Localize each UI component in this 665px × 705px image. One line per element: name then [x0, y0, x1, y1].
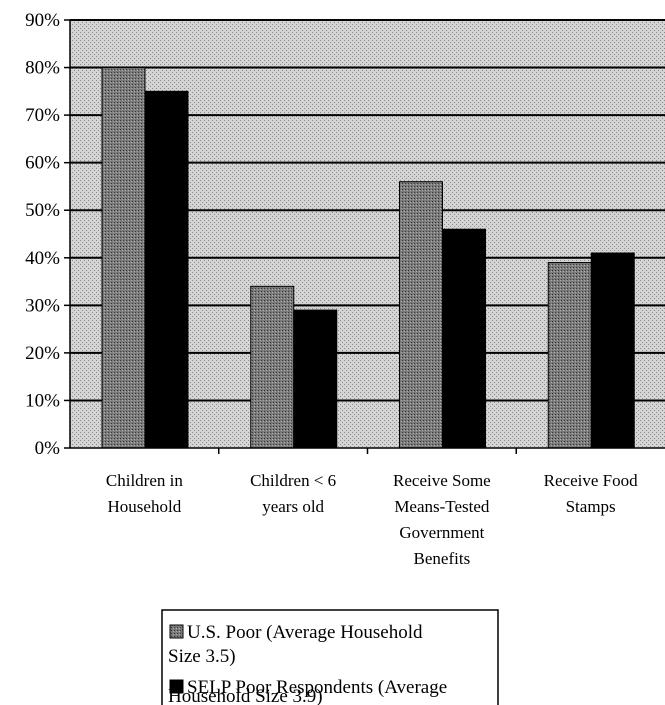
bar-us-poor [101, 67, 146, 449]
y-axis-tick-labels: 0% 10% 20% 30% 40% 50% 60% 70% 80% 90% [25, 10, 60, 459]
y-tick-label: 30% [25, 295, 60, 316]
bars [101, 67, 635, 449]
legend-label-us-poor-line1: U.S. Poor (Average Household [187, 622, 423, 643]
bar-selp-poor [590, 252, 635, 449]
legend-label-selp-poor-line2: Household Size 3.9) [168, 686, 323, 705]
x-category-label: Receive Some Means-Tested Government Benefi… [393, 471, 491, 568]
y-tick-label: 70% [25, 105, 60, 126]
x-category-label: Receive Food Stamps [544, 471, 638, 516]
y-tick-label: 10% [25, 390, 60, 411]
y-tick-label: 20% [25, 343, 60, 364]
y-tick-label: 60% [25, 153, 60, 174]
legend-label-selp-poor-line1: SELP Poor Respondents (Average [187, 677, 447, 698]
bar-us-poor [250, 285, 295, 449]
y-tick-label: 0% [35, 438, 61, 459]
bar-us-poor [547, 262, 592, 449]
bar-selp-poor [144, 90, 189, 449]
legend-box [161, 609, 499, 705]
x-category-label: Children < 6 years old [250, 471, 336, 516]
y-tick-label: 40% [25, 248, 60, 269]
x-category-label: Children in Household [106, 471, 183, 516]
y-tick-label: 80% [25, 58, 60, 79]
legend-swatch-selp-poor [169, 679, 184, 694]
x-axis-category-labels: Children in Household Children < 6 years ol… [106, 471, 638, 568]
axes [64, 19, 665, 454]
y-tick-label: 50% [25, 200, 60, 221]
bar-selp-poor [442, 228, 486, 449]
y-tick-label: 90% [25, 10, 60, 31]
legend-label-us-poor-line2: Size 3.5) [168, 646, 236, 667]
bar-selp-poor [293, 309, 338, 449]
legend-swatch-us-poor [169, 624, 184, 639]
legend: U.S. Poor (Average Household Size 3.5) S… [161, 609, 499, 705]
bar-us-poor [399, 181, 443, 449]
